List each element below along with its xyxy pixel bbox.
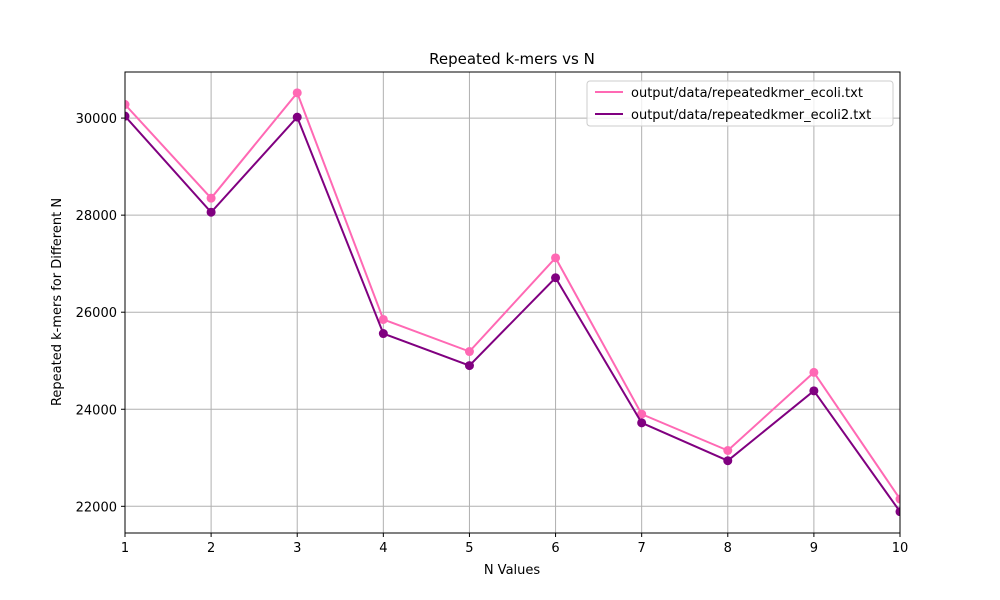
chart-title: Repeated k-mers vs N: [429, 50, 595, 68]
data-point: [292, 112, 302, 122]
y-tick-label: 22000: [76, 500, 117, 515]
legend-box: [586, 80, 894, 127]
series-1: [125, 88, 900, 504]
x-tick-label: 9: [810, 541, 818, 556]
data-point: [464, 361, 474, 371]
data-point: [378, 329, 388, 339]
y-axis-title: Repeated k-mers for Different N: [50, 198, 65, 406]
x-tick-label: 8: [724, 541, 732, 556]
data-point: [551, 273, 561, 283]
data-point: [809, 367, 819, 377]
x-axis-title: N Values: [484, 563, 541, 578]
x-tick-label: 6: [551, 541, 559, 556]
y-tick-label: 26000: [76, 306, 117, 321]
legend-label: output/data/repeatedkmer_ecoli.txt: [631, 86, 863, 101]
grid: [124, 72, 901, 533]
data-point: [206, 207, 216, 217]
data-point: [895, 507, 900, 517]
legend: output/data/repeatedkmer_ecoli.txtoutput…: [586, 80, 894, 127]
data-point: [637, 409, 647, 419]
x-tick-label: 1: [121, 541, 129, 556]
data-point: [637, 418, 647, 428]
axis-ticks: 1 2 3 4 5 6 7 8 9 10 22000 24000 26000 28000 30000: [76, 112, 909, 556]
legend-item: output/data/repeatedkmer_ecoli.txt: [595, 86, 863, 101]
data-point: [464, 347, 474, 357]
series-line: [125, 90, 900, 500]
data-point: [895, 494, 900, 504]
data-point: [723, 456, 733, 466]
data-point: [551, 253, 561, 263]
data-point: [206, 193, 216, 203]
y-tick-label: 28000: [76, 209, 117, 224]
x-tick-label: 3: [293, 541, 301, 556]
data-point: [292, 88, 302, 98]
x-tick-label: 4: [379, 541, 387, 556]
data-point: [809, 386, 819, 396]
series-2: [125, 111, 900, 517]
data-point: [125, 100, 130, 110]
x-tick-label: 5: [465, 541, 473, 556]
x-tick-label: 7: [638, 541, 646, 556]
data-point: [723, 446, 733, 456]
legend-label: output/data/repeatedkmer_ecoli2.txt: [631, 108, 871, 123]
data-point: [378, 314, 388, 324]
plot-frame: [124, 71, 901, 534]
data-point: [125, 111, 130, 121]
series-line: [125, 115, 900, 513]
legend-item: output/data/repeatedkmer_ecoli2.txt: [595, 108, 871, 123]
x-tick-label: 2: [207, 541, 215, 556]
y-tick-label: 24000: [76, 403, 117, 418]
series-layer: [125, 88, 900, 517]
x-tick-label: 10: [892, 541, 909, 556]
y-tick-label: 30000: [76, 112, 117, 127]
